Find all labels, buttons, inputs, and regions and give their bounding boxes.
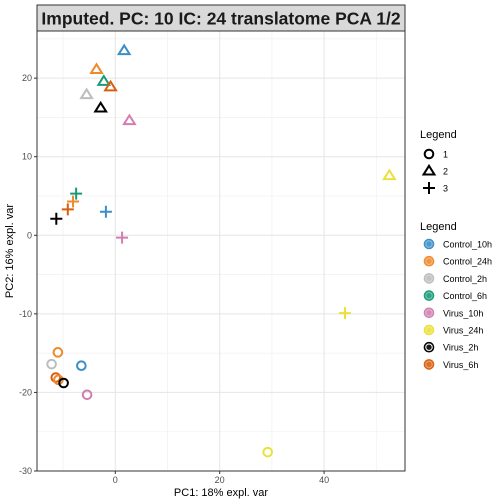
legend-swatch-highlight bbox=[425, 274, 433, 283]
color-legend-title: Legend bbox=[420, 221, 457, 233]
color-legend-label: Virus_10h bbox=[443, 308, 483, 318]
shape-legend-label: 3 bbox=[443, 184, 448, 194]
color-legend-label: Control_6h bbox=[443, 291, 487, 301]
color-legend: Control_10h Control_24h Control_2h Control_… bbox=[423, 238, 492, 370]
point-control-10h-triangle bbox=[116, 43, 132, 56]
legend-swatch-highlight bbox=[425, 309, 433, 317]
x-axis-label: PC1: 18% expl. var bbox=[174, 487, 268, 499]
y-tick-label: -10 bbox=[19, 309, 32, 319]
y-tick-label: 20 bbox=[22, 73, 32, 83]
color-legend-label: Virus_24h bbox=[443, 326, 483, 336]
point-control-2h-circle bbox=[46, 358, 57, 370]
point-control-24h-circle bbox=[53, 374, 64, 386]
legend-color-swatch bbox=[423, 307, 435, 319]
point-virus-2h-plus bbox=[50, 212, 63, 225]
x-tick-label: 0 bbox=[113, 475, 118, 485]
point-virus-10h-triangle bbox=[122, 113, 137, 126]
point-control-24h-circle bbox=[52, 347, 64, 358]
x-axis-ticks: 0 20 40 bbox=[113, 471, 329, 485]
legend-color-swatch bbox=[423, 238, 435, 250]
legend-swatch-highlight bbox=[425, 240, 433, 248]
point-virus-2h-triangle bbox=[93, 100, 108, 113]
point-control-2h-triangle bbox=[79, 87, 94, 100]
shape-legend-title: Legend bbox=[420, 129, 457, 141]
point-control-24h-plus bbox=[67, 195, 80, 208]
data-points bbox=[46, 43, 397, 458]
plot-panel bbox=[36, 30, 406, 472]
point-virus-6h-circle bbox=[50, 372, 62, 383]
color-legend-label: Virus_6h bbox=[443, 360, 478, 370]
point-control-10h-plus bbox=[99, 205, 112, 218]
legend-circle-icon bbox=[423, 148, 435, 160]
legend-swatch-highlight bbox=[425, 257, 433, 265]
point-control-6h-triangle bbox=[96, 74, 112, 86]
color-legend-label: Control_2h bbox=[443, 274, 487, 284]
y-axis-label: PC2: 16% expl. var bbox=[4, 204, 16, 298]
x-tick-label: 20 bbox=[215, 475, 225, 485]
point-virus-24h-plus bbox=[338, 307, 351, 320]
legend-plus-icon bbox=[423, 182, 435, 194]
legend-swatch-highlight bbox=[425, 326, 433, 334]
color-legend-label: Control_24h bbox=[443, 257, 492, 267]
legend-color-swatch bbox=[423, 255, 435, 267]
shape-legend: 1 2 3 bbox=[421, 148, 448, 194]
y-tick-label: -20 bbox=[19, 387, 32, 397]
plot-border bbox=[36, 30, 406, 472]
y-tick-label: 0 bbox=[27, 230, 32, 240]
color-legend-label: Virus_2h bbox=[443, 343, 478, 353]
legend-swatch-highlight bbox=[425, 360, 433, 369]
legend-color-swatch bbox=[423, 324, 435, 336]
point-virus-10h-plus bbox=[116, 231, 129, 244]
legend-color-swatch bbox=[423, 359, 435, 370]
y-tick-label: -30 bbox=[19, 466, 32, 476]
legend-color-swatch bbox=[423, 273, 435, 284]
point-control-6h-plus bbox=[70, 187, 83, 200]
point-virus-24h-triangle bbox=[382, 168, 397, 181]
x-tick-label: 40 bbox=[319, 475, 329, 485]
chart-title: Imputed. PC: 10 IC: 24 translatome PCA 1… bbox=[41, 9, 400, 29]
legend-swatch-highlight bbox=[425, 291, 433, 300]
y-axis-ticks: -30 -20 -10 0 10 20 bbox=[19, 73, 37, 476]
point-control-10h-circle bbox=[76, 360, 87, 372]
legend-color-swatch bbox=[423, 290, 435, 301]
legend-swatch-highlight bbox=[425, 343, 433, 351]
y-tick-label: 10 bbox=[22, 152, 32, 162]
shape-legend-label: 2 bbox=[443, 167, 448, 177]
point-virus-2h-circle bbox=[58, 377, 69, 389]
point-virus-24h-circle bbox=[262, 446, 274, 458]
point-virus-6h-triangle bbox=[103, 79, 118, 92]
shape-legend-label: 1 bbox=[443, 150, 448, 160]
point-virus-6h-plus bbox=[61, 203, 74, 216]
legend-triangle-icon bbox=[421, 163, 437, 176]
title-strip bbox=[36, 4, 406, 32]
point-virus-10h-circle bbox=[81, 389, 93, 401]
color-legend-label: Control_10h bbox=[443, 240, 492, 250]
point-control-24h-triangle bbox=[89, 62, 104, 75]
